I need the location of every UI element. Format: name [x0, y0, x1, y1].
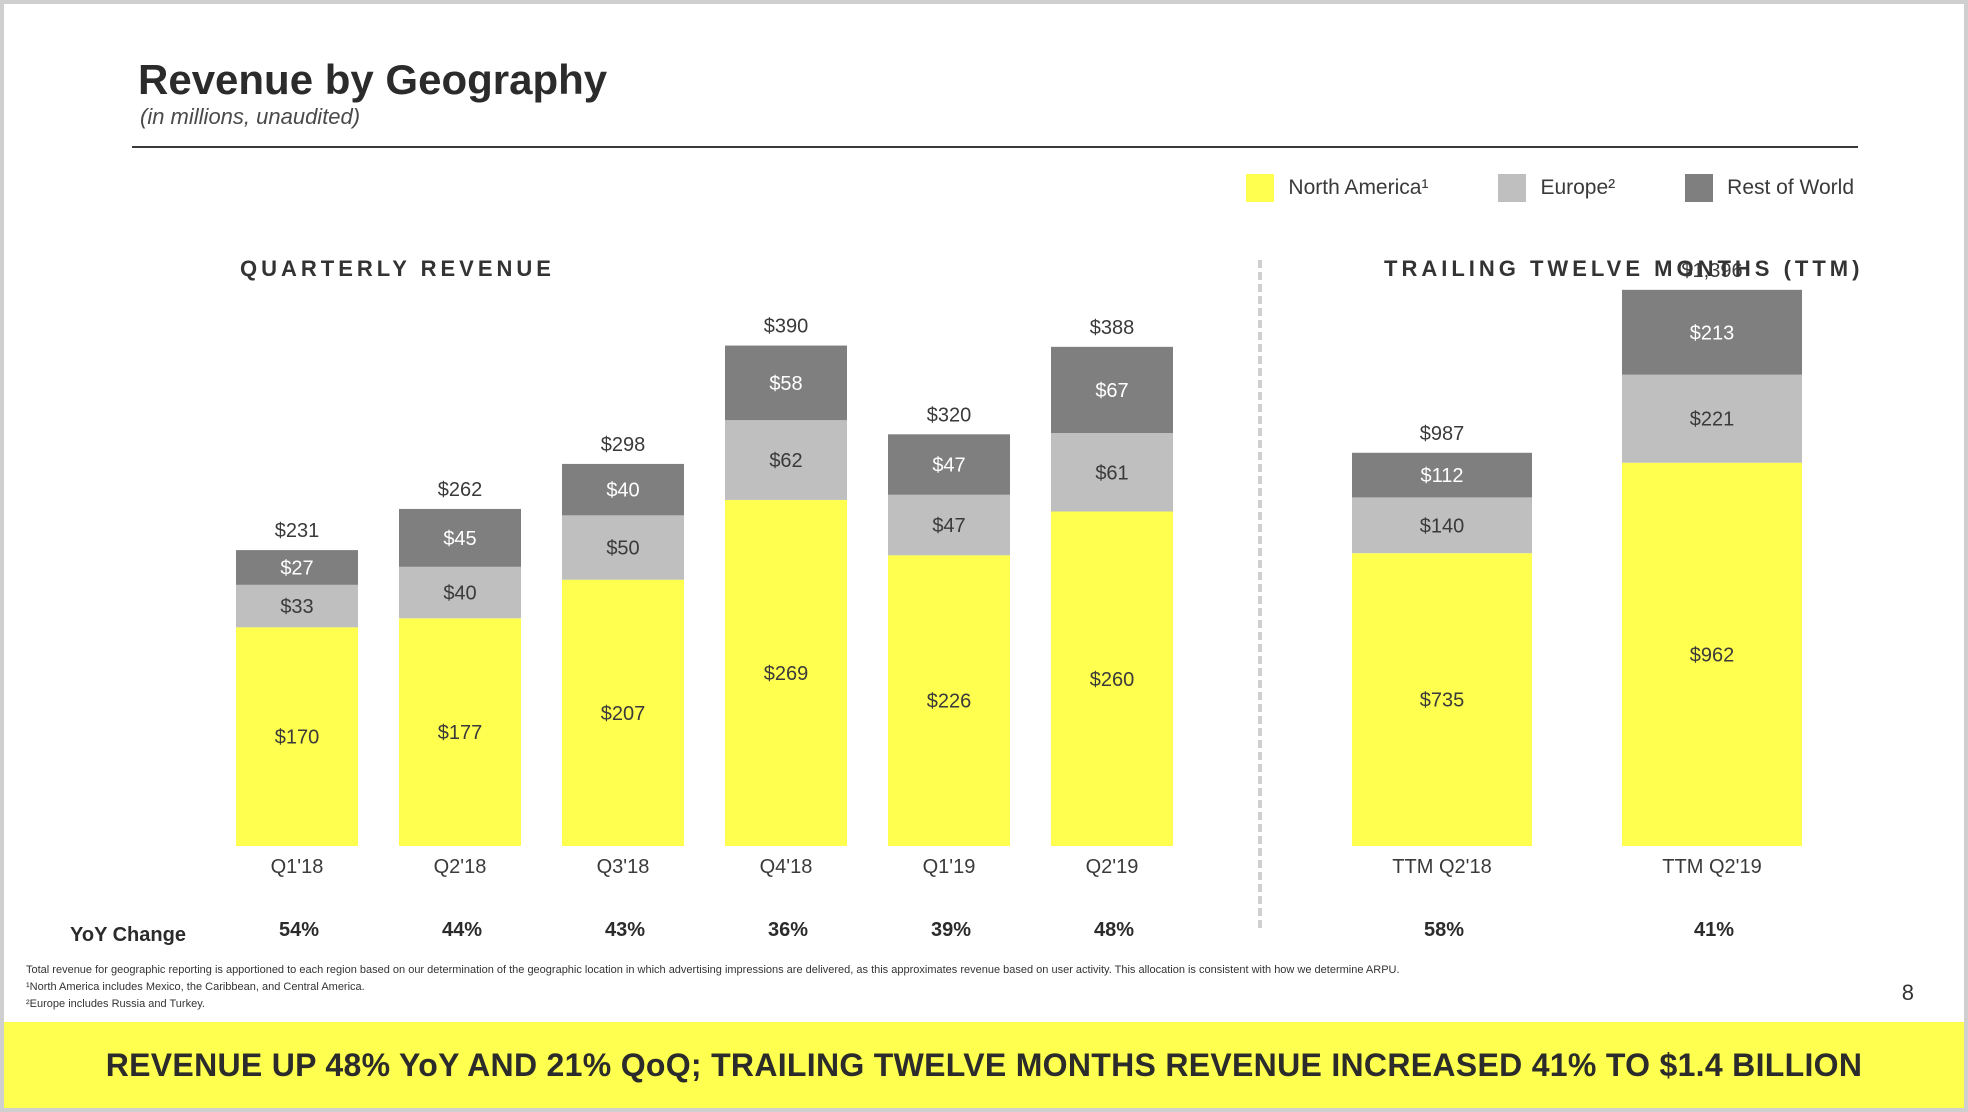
revenue-charts: $170 $33 $27 $231 Q1'18 54% $177 $40 $45 $262 Q2'1… — [236, 260, 1802, 941]
footnote-allocation: Total revenue for geographic reporting i… — [26, 964, 1400, 976]
ttm-category-label-0: TTM Q2'18 — [1392, 856, 1491, 878]
quarterly-yoy-change-2: 43% — [605, 919, 645, 941]
quarterly-total-label-4: $320 — [927, 404, 972, 426]
slide-subtitle: (in millions, unaudited) — [140, 104, 361, 129]
quarterly-label-rest-of-world-0: $27 — [280, 557, 313, 579]
ttm-label-rest-of-world-0: $112 — [1420, 465, 1463, 487]
quarterly-label-rest-of-world-5: $67 — [1095, 380, 1128, 402]
quarterly-total-label-5: $388 — [1090, 317, 1135, 339]
quarterly-label-europe-5: $61 — [1095, 462, 1128, 484]
quarterly-yoy-change-5: 48% — [1094, 919, 1134, 941]
quarterly-label-north-america-1: $177 — [438, 722, 483, 744]
quarterly-label-europe-2: $50 — [606, 538, 639, 560]
quarterly-label-europe-3: $62 — [769, 450, 802, 472]
quarterly-label-north-america-3: $269 — [764, 663, 809, 685]
quarterly-bar-north-america-2 — [562, 579, 684, 846]
quarterly-yoy-change-4: 39% — [931, 919, 971, 941]
quarterly-label-europe-1: $40 — [443, 583, 476, 605]
ttm-label-europe-1: $221 — [1690, 409, 1735, 431]
quarterly-category-label-3: Q4'18 — [760, 856, 813, 878]
quarterly-label-north-america-4: $226 — [927, 691, 972, 713]
ttm-bar-europe-1 — [1622, 374, 1802, 463]
quarterly-bar-north-america-4 — [888, 555, 1010, 846]
quarterly-category-label-2: Q3'18 — [597, 856, 650, 878]
quarterly-bar-europe-2 — [562, 515, 684, 580]
quarterly-yoy-change-3: 36% — [768, 919, 808, 941]
quarterly-yoy-change-0: 54% — [279, 919, 319, 941]
ttm-bar-north-america-0 — [1352, 553, 1532, 846]
quarterly-total-label-1: $262 — [438, 479, 483, 501]
quarterly-bar-north-america-0 — [236, 627, 358, 846]
page-number: 8 — [1901, 980, 1914, 1005]
quarterly-category-label-0: Q1'18 — [271, 856, 324, 878]
quarterly-bar-rest-of-world-1 — [399, 508, 521, 567]
section-divider — [1258, 260, 1262, 928]
slide-title: Revenue by Geography — [138, 56, 608, 103]
ttm-label-rest-of-world-1: $213 — [1690, 322, 1735, 344]
ttm-bar-rest-of-world-0 — [1352, 452, 1532, 498]
legend-item-europe: Europe² — [1498, 174, 1615, 202]
ttm-total-label-0: $987 — [1420, 423, 1465, 445]
quarterly-bar-north-america-5 — [1051, 511, 1173, 846]
legend-swatch-north-america — [1246, 174, 1275, 202]
chart-legend: North America¹ Europe² Rest of World — [1246, 174, 1854, 202]
quarterly-label-north-america-2: $207 — [601, 703, 646, 725]
quarterly-category-label-5: Q2'19 — [1086, 856, 1139, 878]
ttm-label-europe-0: $140 — [1420, 515, 1465, 537]
ttm-total-label-1: $1,396 — [1681, 260, 1742, 282]
yoy-change-label: YoY Change — [70, 924, 186, 946]
ttm-yoy-change-0: 58% — [1424, 919, 1464, 941]
ttm-yoy-change-1: 41% — [1694, 919, 1734, 941]
ttm-heading: TRAILING TWELVE MONTHS (TTM) — [1384, 256, 1864, 281]
quarterly-bar-europe-4 — [888, 494, 1010, 556]
quarterly-bar-europe-1 — [399, 566, 521, 619]
legend-swatch-europe — [1498, 174, 1527, 202]
quarterly-category-label-1: Q2'18 — [434, 856, 487, 878]
quarterly-label-rest-of-world-1: $45 — [443, 528, 476, 550]
quarterly-total-label-0: $231 — [275, 520, 320, 542]
ttm-category-label-1: TTM Q2'19 — [1662, 856, 1761, 878]
quarterly-revenue-heading: QUARTERLY REVENUE — [240, 256, 555, 281]
footnote-north-america: ¹North America includes Mexico, the Cari… — [26, 981, 365, 993]
quarterly-label-north-america-5: $260 — [1090, 669, 1135, 691]
quarterly-label-rest-of-world-4: $47 — [932, 455, 965, 477]
quarterly-bar-rest-of-world-5 — [1051, 346, 1173, 434]
quarterly-bar-rest-of-world-2 — [562, 463, 684, 516]
quarterly-label-europe-4: $47 — [932, 515, 965, 537]
footnote-europe: ²Europe includes Russia and Turkey. — [26, 998, 205, 1010]
quarterly-label-rest-of-world-2: $40 — [606, 480, 639, 502]
quarterly-label-north-america-0: $170 — [275, 727, 320, 749]
ttm-bar-europe-0 — [1352, 497, 1532, 554]
summary-banner: REVENUE UP 48% YoY AND 21% QoQ; TRAILING… — [4, 1022, 1964, 1108]
footnotes: Total revenue for geographic reporting i… — [26, 962, 1400, 1013]
ttm-label-north-america-1: $962 — [1690, 644, 1735, 666]
quarterly-bar-rest-of-world-0 — [236, 550, 358, 585]
ttm-label-north-america-0: $735 — [1420, 690, 1465, 712]
quarterly-yoy-change-1: 44% — [442, 919, 482, 941]
quarterly-label-europe-0: $33 — [280, 596, 313, 618]
quarterly-bar-north-america-1 — [399, 618, 521, 846]
legend-label-north-america: North America¹ — [1288, 176, 1429, 199]
legend-label-europe: Europe² — [1540, 176, 1616, 199]
title-divider — [132, 146, 1858, 148]
quarterly-bar-rest-of-world-3 — [725, 345, 847, 421]
quarterly-category-label-4: Q1'19 — [923, 856, 976, 878]
ttm-bar-rest-of-world-1 — [1622, 289, 1802, 375]
legend-label-rest-of-world: Rest of World — [1727, 176, 1854, 199]
quarterly-label-rest-of-world-3: $58 — [769, 373, 802, 395]
ttm-bar-north-america-1 — [1622, 462, 1802, 846]
legend-item-rest-of-world: Rest of World — [1685, 174, 1854, 202]
quarterly-bar-north-america-3 — [725, 499, 847, 846]
quarterly-bar-europe-0 — [236, 584, 358, 628]
quarterly-bar-europe-3 — [725, 420, 847, 500]
quarterly-bar-rest-of-world-4 — [888, 434, 1010, 495]
legend-swatch-rest-of-world — [1685, 174, 1714, 202]
legend-item-north-america: North America¹ — [1246, 174, 1428, 202]
quarterly-bar-europe-5 — [1051, 433, 1173, 512]
quarterly-total-label-3: $390 — [764, 316, 809, 338]
summary-banner-text: REVENUE UP 48% YoY AND 21% QoQ; TRAILING… — [105, 1046, 1863, 1083]
quarterly-total-label-2: $298 — [601, 434, 646, 456]
